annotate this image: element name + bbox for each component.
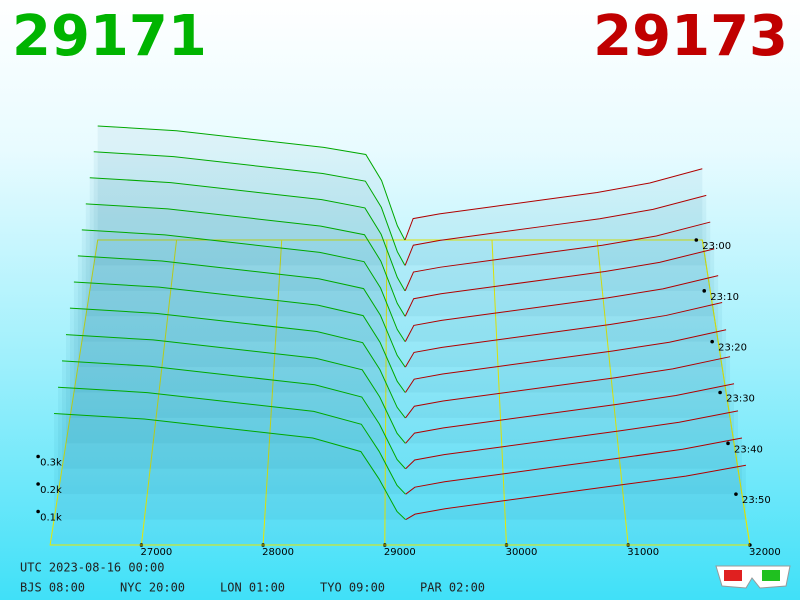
asks-line bbox=[404, 168, 703, 241]
bids-shade bbox=[93, 151, 405, 266]
t-tick bbox=[734, 492, 738, 496]
asks-shade bbox=[405, 275, 719, 342]
bids-line bbox=[73, 281, 406, 393]
bids-line bbox=[69, 307, 406, 419]
asks-shade bbox=[405, 302, 723, 368]
asks-line bbox=[404, 221, 711, 292]
bids-line bbox=[54, 413, 406, 520]
bids-shade bbox=[58, 387, 406, 495]
bids-shade bbox=[89, 177, 405, 291]
t-tick-label: 23:20 bbox=[718, 343, 747, 354]
bids-shade bbox=[97, 125, 405, 240]
t-tick-label: 23:30 bbox=[726, 394, 755, 405]
bids-line bbox=[85, 203, 406, 317]
bids-line bbox=[61, 360, 406, 470]
asks-line bbox=[404, 275, 719, 342]
asks-shade bbox=[405, 222, 711, 291]
x-tick-label: 30000 bbox=[506, 547, 538, 558]
z-tick bbox=[36, 454, 40, 459]
bids-line bbox=[58, 386, 406, 495]
glasses-icon bbox=[715, 565, 791, 589]
bids-shade bbox=[77, 255, 406, 368]
t-tick-label: 23:40 bbox=[734, 444, 763, 455]
clock: PAR 02:00 bbox=[420, 581, 485, 595]
x-tick-label: 32000 bbox=[749, 547, 781, 558]
x-tick-label: 28000 bbox=[262, 547, 294, 558]
grid-line bbox=[262, 239, 283, 546]
grid-line bbox=[140, 239, 178, 546]
z-tick bbox=[36, 482, 40, 486]
bids-shade bbox=[65, 334, 406, 444]
z-tick bbox=[36, 509, 40, 514]
bids-line bbox=[77, 255, 406, 368]
asks-line bbox=[405, 464, 747, 521]
ask-price: 29173 bbox=[593, 4, 788, 69]
asks-shade bbox=[405, 248, 715, 317]
asks-shade bbox=[405, 410, 738, 469]
bids-line bbox=[65, 334, 406, 444]
asks-line bbox=[405, 356, 731, 419]
z-tick-label: 0.3k bbox=[40, 458, 62, 469]
asks-line bbox=[404, 248, 715, 317]
clock: LON 01:00 bbox=[220, 581, 285, 595]
asks-line bbox=[405, 437, 743, 495]
asks-line bbox=[405, 329, 727, 393]
t-tick bbox=[710, 339, 714, 344]
asks-shade bbox=[405, 465, 746, 520]
grid-line bbox=[491, 239, 507, 546]
utc-time: UTC 2023-08-16 00:00 bbox=[20, 561, 165, 575]
asks-line bbox=[404, 194, 707, 266]
asks-line bbox=[404, 302, 723, 368]
t-tick-label: 23:00 bbox=[702, 241, 731, 252]
bids-line bbox=[81, 229, 406, 342]
asks-line bbox=[405, 383, 735, 444]
clock: TYO 09:00 bbox=[320, 581, 385, 595]
t-tick bbox=[718, 390, 722, 395]
bids-shade bbox=[54, 413, 406, 520]
x-tick-label: 27000 bbox=[140, 547, 172, 558]
t-tick bbox=[694, 238, 699, 242]
grid-line bbox=[384, 239, 388, 546]
t-tick-label: 23:10 bbox=[710, 292, 739, 303]
z-tick-label: 0.1k bbox=[40, 513, 62, 524]
x-tick-label: 31000 bbox=[627, 547, 659, 558]
grid-line bbox=[701, 239, 751, 546]
bids-shade bbox=[62, 360, 406, 469]
asks-line bbox=[405, 410, 739, 470]
bids-line bbox=[93, 151, 406, 266]
asks-shade bbox=[405, 168, 703, 240]
asks-shade bbox=[405, 356, 731, 418]
asks-shade bbox=[405, 383, 735, 444]
grid-line bbox=[596, 239, 629, 546]
asks-shade bbox=[405, 195, 707, 266]
asks-shade bbox=[405, 329, 727, 393]
bids-shade bbox=[73, 282, 406, 393]
clock: NYC 20:00 bbox=[120, 581, 185, 595]
bid-price: 29171 bbox=[12, 4, 207, 69]
t-tick-label: 23:50 bbox=[742, 495, 771, 506]
bids-line bbox=[89, 177, 406, 292]
x-tick-label: 29000 bbox=[384, 547, 416, 558]
bids-shade bbox=[69, 308, 406, 418]
t-tick bbox=[702, 289, 707, 293]
clock: BJS 08:00 bbox=[20, 581, 85, 595]
bids-line bbox=[97, 125, 406, 241]
t-tick bbox=[726, 441, 730, 446]
z-tick-label: 0.2k bbox=[40, 485, 62, 496]
